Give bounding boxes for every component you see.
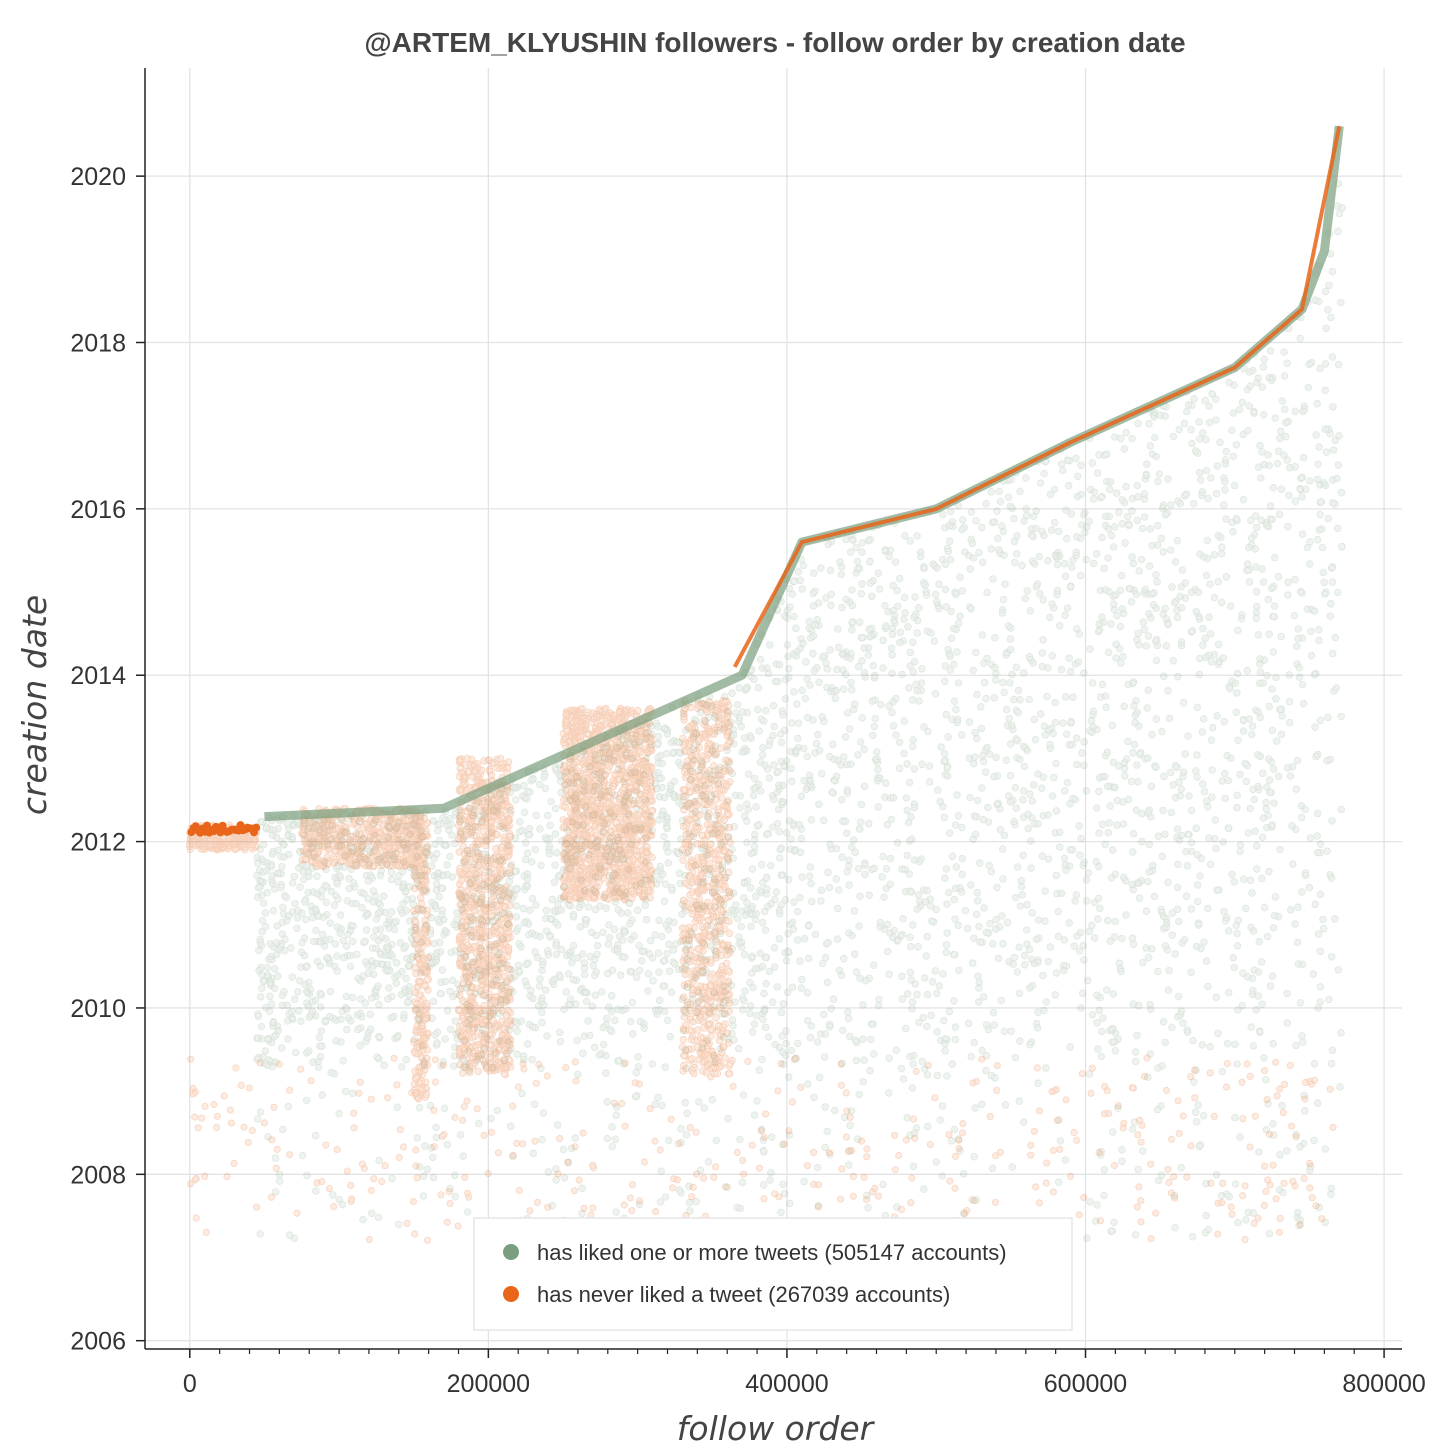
x-tick-label: 400000 bbox=[745, 1370, 828, 1398]
y-tick-label: 2020 bbox=[70, 163, 126, 191]
legend: has liked one or more tweets (505147 acc… bbox=[473, 1217, 1073, 1331]
y-tick-label: 2012 bbox=[70, 829, 126, 857]
y-tick-label: 2016 bbox=[70, 496, 126, 524]
x-axis-ticks: 0 200000 400000 600000 800000 bbox=[183, 1349, 1426, 1398]
plot-area bbox=[145, 68, 1402, 1349]
series-never-liked-edge bbox=[732, 125, 1342, 668]
plot-background bbox=[145, 68, 1402, 1349]
legend-marker-liked bbox=[503, 1244, 519, 1260]
x-tick-label: 600000 bbox=[1044, 1370, 1127, 1398]
legend-label-liked: has liked one or more tweets (505147 acc… bbox=[537, 1240, 1007, 1265]
series-never-liked-early-points bbox=[187, 821, 261, 837]
y-tick-label: 2018 bbox=[70, 330, 126, 358]
data-points bbox=[186, 180, 1347, 1245]
legend-box bbox=[473, 1217, 1073, 1331]
x-tick-label: 200000 bbox=[447, 1370, 530, 1398]
y-axis-ticks: 2006 2008 2010 2012 2014 2016 2018 2020 bbox=[70, 163, 145, 1356]
axes bbox=[144, 68, 1402, 1350]
y-tick-label: 2008 bbox=[70, 1161, 126, 1189]
y-tick-label: 2014 bbox=[70, 662, 126, 690]
legend-marker-never-liked bbox=[503, 1286, 519, 1302]
series-never-liked-points bbox=[186, 696, 1337, 1245]
y-axis-title: creation date bbox=[15, 595, 54, 815]
x-tick-label: 800000 bbox=[1342, 1370, 1425, 1398]
grid-lines bbox=[145, 68, 1402, 1349]
x-tick-label: 0 bbox=[183, 1370, 197, 1398]
series-envelopes bbox=[187, 125, 1344, 837]
legend-label-never-liked: has never liked a tweet (267039 accounts… bbox=[537, 1282, 950, 1307]
series-liked-points bbox=[253, 180, 1347, 1243]
y-tick-label: 2010 bbox=[70, 995, 126, 1023]
y-tick-label: 2006 bbox=[70, 1328, 126, 1356]
x-axis-title: follow order bbox=[677, 1409, 876, 1448]
chart-title: @ARTEM_KLYUSHIN followers - follow order… bbox=[364, 27, 1185, 58]
